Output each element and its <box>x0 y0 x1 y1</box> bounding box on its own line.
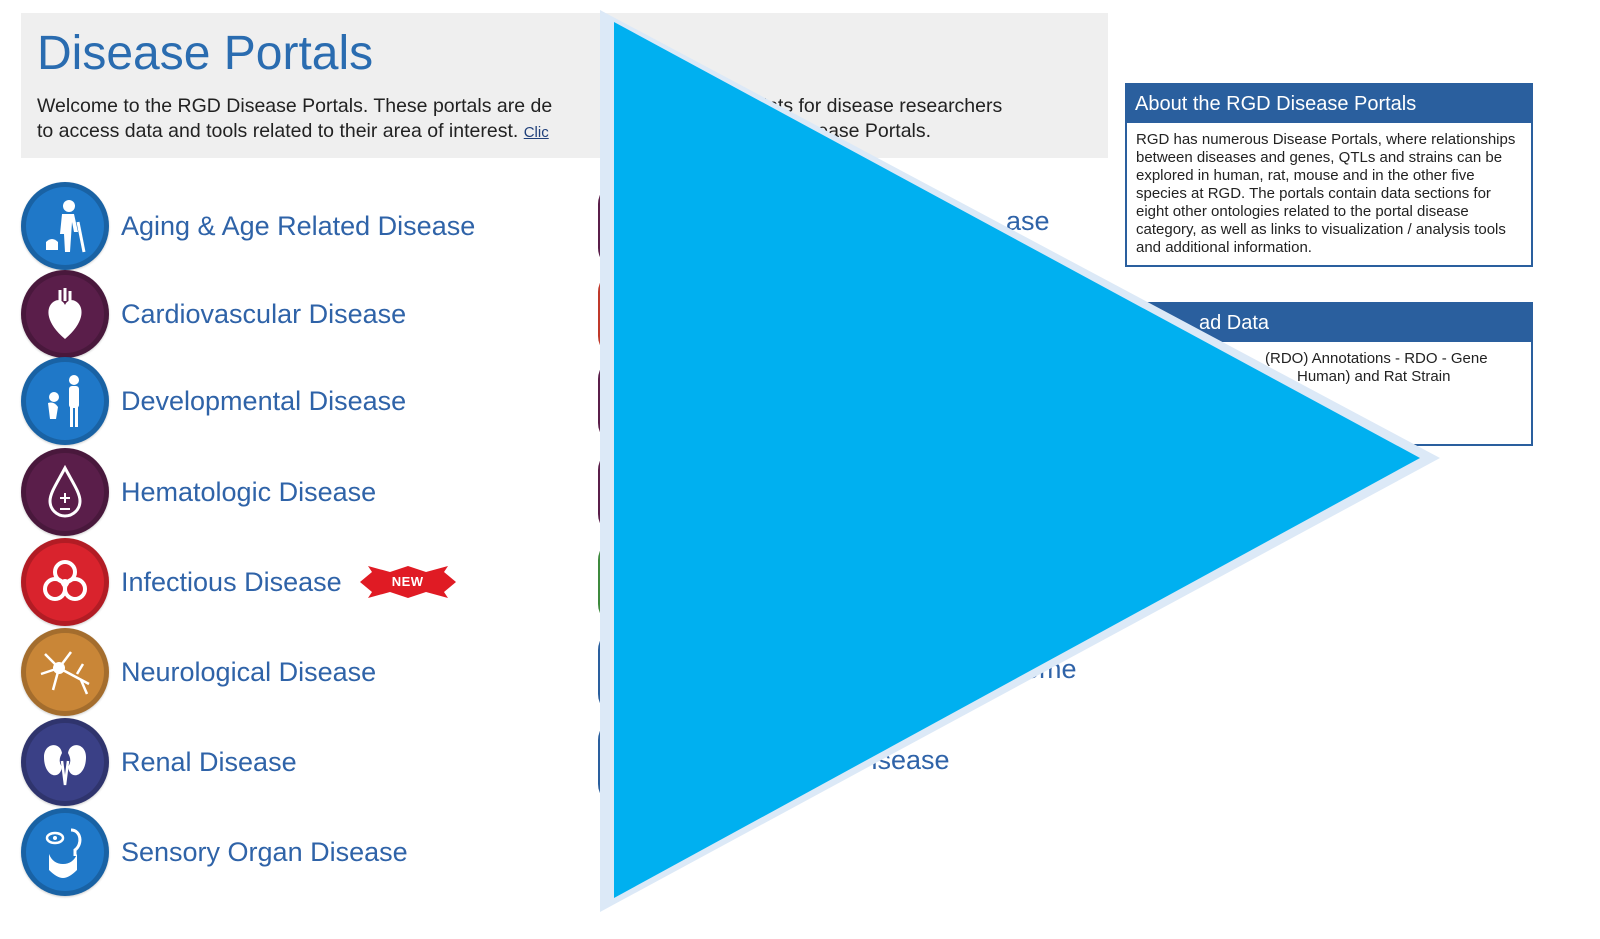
download-link-rdo[interactable]: (RDO) Annotations - RDO - Gene <box>1265 350 1488 367</box>
download-link-strain[interactable]: Human) and Rat Strain <box>1297 368 1451 385</box>
portal-label: Renal Disease <box>121 746 297 777</box>
portal-label: Neurological Disease <box>121 656 377 687</box>
portal-right-1[interactable] <box>598 182 620 270</box>
portal-renal[interactable]: Renal Disease <box>21 718 297 806</box>
portal-right-7[interactable] <box>598 718 620 806</box>
blood-drop-icon <box>21 448 109 536</box>
new-badge-label: NEW <box>391 574 424 589</box>
portal-label: Developmental Disease <box>121 385 407 416</box>
about-portals-box: About the RGD Disease Portals RGD has nu… <box>1125 83 1533 267</box>
child-development-icon <box>21 357 109 445</box>
intro-line-2: to access data and tools related to thei… <box>37 119 1097 145</box>
intro-line-2-end: D Disease Portals. <box>769 120 932 142</box>
intro-line-1-end: points for disease researchers <box>741 95 1003 117</box>
neuron-icon <box>21 628 109 716</box>
new-badge: NEW <box>359 566 456 598</box>
page-title: Disease Portals <box>37 27 374 80</box>
download-data-title: ad Data <box>1127 304 1531 342</box>
portal-right-2[interactable] <box>598 270 620 358</box>
portal-right-4[interactable] <box>598 448 620 536</box>
portal-right-1-label[interactable]: ase <box>1006 206 1050 236</box>
portal-infectious[interactable]: Infectious Disease NEW <box>21 538 456 626</box>
portal-icon-edge <box>598 182 620 270</box>
portal-neurological[interactable]: Neurological Disease <box>21 628 376 716</box>
portal-label: Aging & Age Related Disease <box>121 210 476 241</box>
portal-right-7-label[interactable]: Disease <box>852 745 950 775</box>
portal-aging[interactable]: Aging & Age Related Disease <box>21 182 475 270</box>
kidney-icon <box>21 718 109 806</box>
biohazard-icon <box>21 538 109 626</box>
heart-icon <box>21 270 109 358</box>
portal-right-3[interactable] <box>598 357 620 445</box>
portal-icon-edge <box>598 270 620 358</box>
portal-icon-edge <box>598 628 620 716</box>
intro-text: Welcome to the RGD Disease Portals. Thes… <box>37 94 1097 145</box>
portal-label: Cardiovascular Disease <box>121 298 407 329</box>
portal-label: Hematologic Disease <box>121 476 377 507</box>
about-portals-body: RGD has numerous Disease Portals, where … <box>1136 131 1516 256</box>
click-here-link[interactable]: Clic <box>523 124 549 141</box>
portal-developmental[interactable]: Developmental Disease <box>21 357 406 445</box>
portal-icon-edge <box>598 357 620 445</box>
portal-hematologic[interactable]: Hematologic Disease <box>21 448 376 536</box>
download-data-box: ad Data (RDO) Annotations - RDO - Gene H… <box>1125 302 1533 446</box>
portal-label: Infectious Disease <box>121 566 342 597</box>
portal-icon-edge <box>598 448 620 536</box>
about-portals-title: About the RGD Disease Portals <box>1127 85 1531 123</box>
portal-icon-edge <box>598 718 620 806</box>
intro-line-1: Welcome to the RGD Disease Portals. Thes… <box>37 94 1097 119</box>
portal-right-5[interactable] <box>598 538 620 626</box>
portal-cardiovascular[interactable]: Cardiovascular Disease <box>21 270 406 358</box>
download-data-body: (RDO) Annotations - RDO - Gene Human) an… <box>1127 342 1531 394</box>
portal-right-6[interactable] <box>598 628 620 716</box>
portal-sensory-organ[interactable]: Sensory Organ Disease <box>21 808 408 896</box>
portal-icon-edge <box>598 538 620 626</box>
intro-line-2-start: to access data and tools related to thei… <box>37 120 519 142</box>
portal-right-6-label[interactable]: ome <box>1024 654 1077 684</box>
portal-label: Sensory Organ Disease <box>121 836 408 867</box>
intro-line-1-start: Welcome to the RGD Disease Portals. Thes… <box>37 95 553 117</box>
sensory-organs-icon <box>21 808 109 896</box>
elderly-person-icon <box>21 182 109 270</box>
